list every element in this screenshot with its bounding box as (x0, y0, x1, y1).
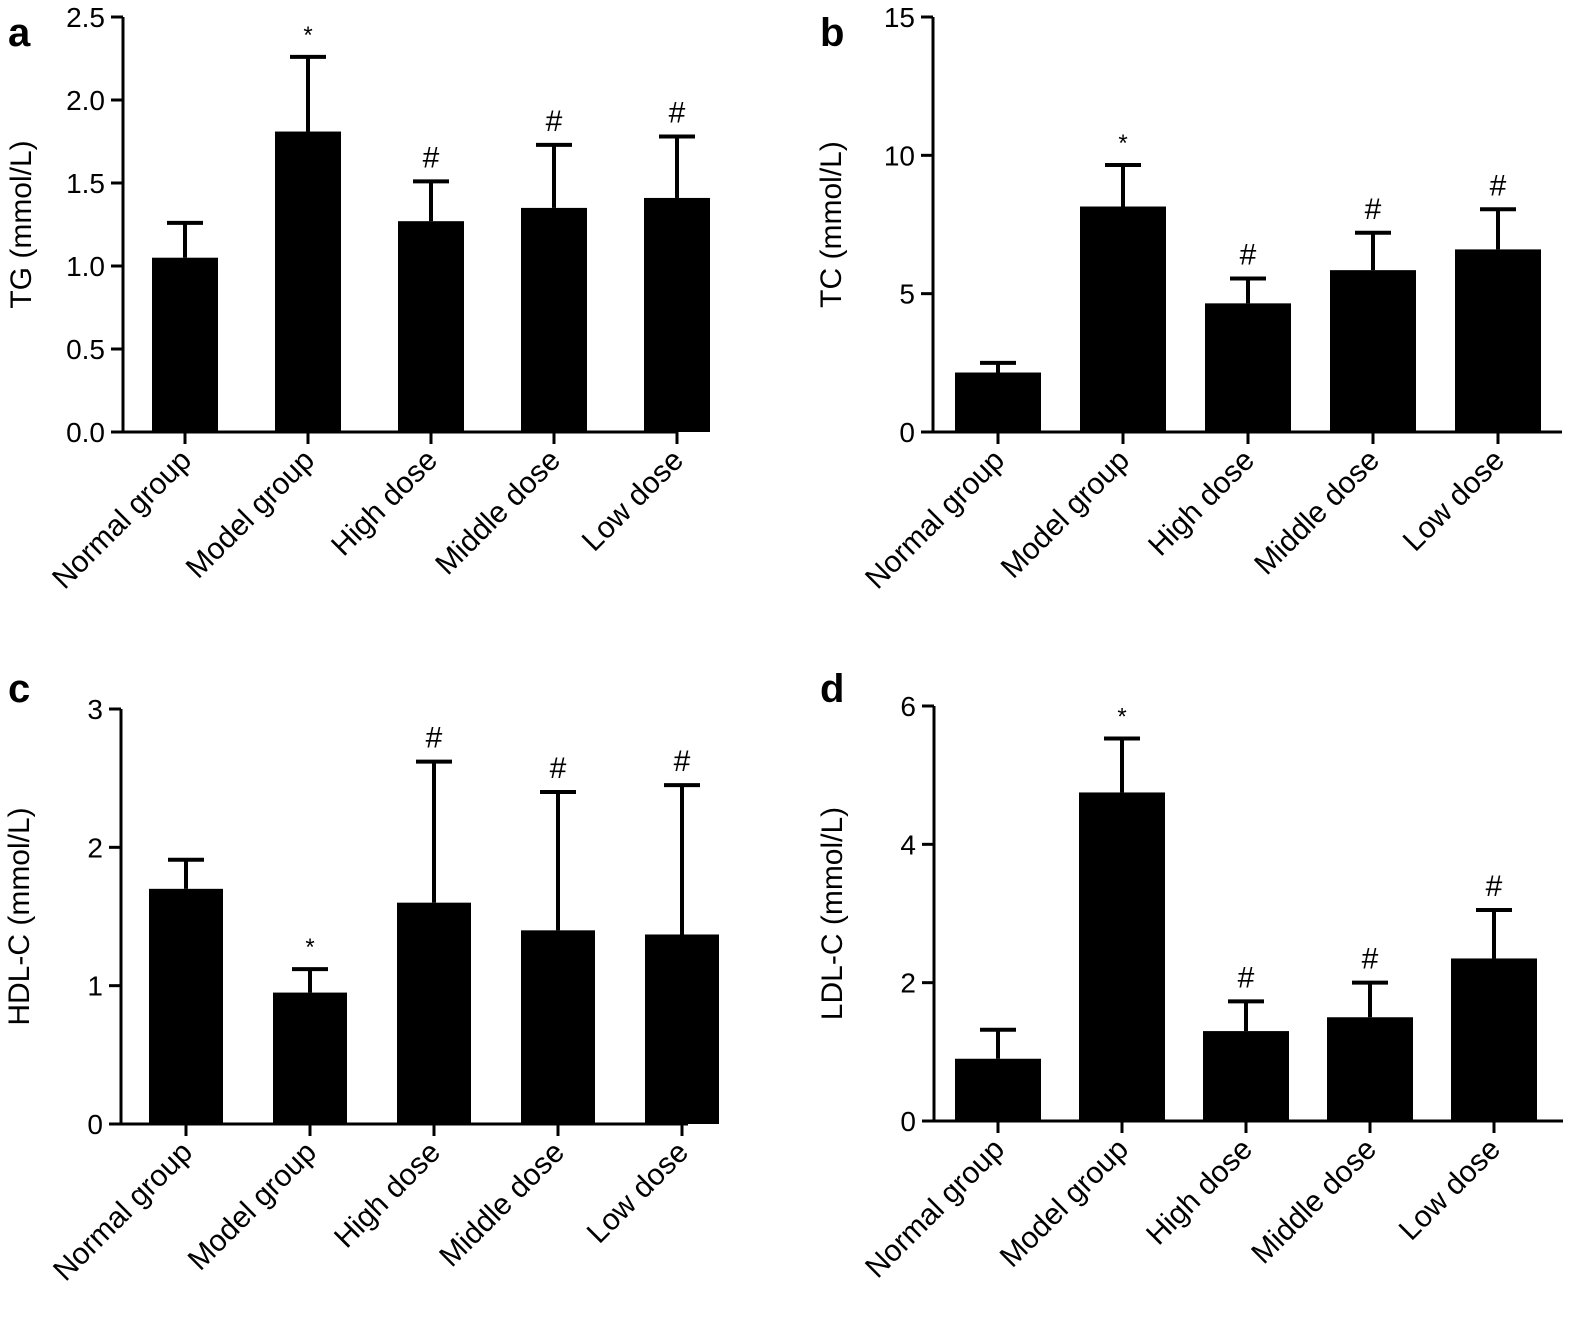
panel-d-x-tick-label: Normal group (859, 1133, 1011, 1285)
panel-d-y-tick-label: 6 (900, 691, 916, 722)
panel-b-y-tick-label: 10 (884, 140, 915, 171)
panel-a-bar (521, 207, 587, 432)
panel-c-y-tick-label: 3 (87, 694, 103, 725)
panel-a-y-tick-label: 1.0 (66, 251, 105, 282)
panel-a-letter: a (8, 11, 31, 55)
panel-b-x-tick-label: Normal group (859, 444, 1011, 596)
panel-b-bar (1080, 206, 1166, 432)
panel-d-x-tick-label: Model group (994, 1133, 1135, 1274)
panel-a-significance-marker: # (546, 105, 563, 138)
panel-a-significance-marker: # (423, 141, 440, 174)
panel-b-bar (1205, 303, 1291, 432)
panel-c-x-tick-label: Middle dose (433, 1136, 571, 1274)
panel-a-bar (275, 131, 341, 433)
panel-c-x-tick-label: High dose (328, 1136, 447, 1255)
panel-b-y-tick-label: 0 (899, 417, 915, 448)
panel-d-bar (1203, 1031, 1289, 1121)
panel-d-significance-marker: # (1362, 943, 1379, 976)
panel-d-significance-marker: # (1486, 870, 1503, 903)
panel-a-x-tick-label: High dose (325, 444, 444, 563)
panel-b-x-tick-label: Middle dose (1248, 444, 1386, 582)
panel-c-bar (149, 888, 223, 1124)
panel-c-letter: c (8, 667, 30, 711)
panel-a-y-tick-label: 1.5 (66, 168, 105, 199)
panel-a-y-tick-label: 0.0 (66, 417, 105, 448)
panel-d-y-axis-title: LDL-C (mmol/L) (816, 807, 849, 1020)
panel-c-y-axis-title: HDL-C (mmol/L) (3, 807, 36, 1025)
panel-d-significance-marker: # (1238, 961, 1255, 994)
panel-d-y-tick-label: 0 (900, 1106, 916, 1137)
panel-b-letter: b (820, 11, 844, 55)
panel-b-y-tick-label: 15 (884, 2, 915, 33)
panel-a-y-axis-title: TG (mmol/L) (5, 140, 38, 308)
panel-b-significance-marker: # (1365, 193, 1382, 226)
panel-b-y-axis-title: TC (mmol/L) (815, 141, 848, 308)
panel-a-x-tick-label: Middle dose (429, 444, 567, 582)
panel-c-y-tick-label: 1 (87, 971, 103, 1002)
panel-a-bar (644, 197, 710, 432)
panel-a-significance-marker: # (669, 97, 686, 130)
panel-d-letter: d (820, 667, 844, 711)
panel-a-significance-marker: * (303, 22, 312, 49)
panel-c-bar (273, 992, 347, 1124)
panel-d-y-tick-label: 4 (900, 829, 916, 860)
panel-d-bar (1079, 792, 1165, 1121)
panel-c-x-tick-label: Model group (182, 1136, 323, 1277)
panel-a-x-tick-label: Normal group (46, 444, 198, 596)
panel-b-significance-marker: # (1240, 238, 1257, 271)
panel-c-y-tick-label: 0 (87, 1109, 103, 1140)
panel-c-significance-marker: # (550, 752, 567, 785)
panel-d-bar (1327, 1017, 1413, 1121)
panel-c-bar (397, 902, 471, 1124)
panel-d-bar (955, 1058, 1041, 1121)
panel-b-bar (1330, 270, 1416, 432)
panel-a-y-tick-label: 0.5 (66, 334, 105, 365)
panel-a-x-tick-label: Model group (180, 444, 321, 585)
panel-a-bar (398, 221, 464, 432)
panel-a-bar (152, 257, 218, 432)
panel-c-x-tick-label: Low dose (581, 1136, 695, 1250)
panel-c-significance-marker: * (305, 934, 314, 961)
panel-d-bar (1451, 958, 1537, 1121)
panel-b-significance-marker: # (1490, 169, 1507, 202)
panel-c-bar (521, 930, 595, 1124)
panel-c-bar (645, 934, 719, 1124)
panel-d-x-tick-label: Middle dose (1245, 1133, 1383, 1271)
panel-d-x-tick-label: High dose (1140, 1133, 1259, 1252)
panel-c-significance-marker: # (674, 745, 691, 778)
panel-c-y-tick-label: 2 (87, 832, 103, 863)
panel-d-significance-marker: * (1117, 704, 1126, 731)
panel-a-y-tick-label: 2.0 (66, 85, 105, 116)
panel-d-x-tick-label: Low dose (1393, 1133, 1507, 1247)
panel-d-y-tick-label: 2 (900, 968, 916, 999)
panel-b-x-tick-label: Low dose (1397, 444, 1511, 558)
panel-b-y-tick-label: 5 (899, 279, 915, 310)
panel-b-bar (955, 372, 1041, 432)
panel-b-x-tick-label: Model group (995, 444, 1136, 585)
panel-b-x-tick-label: High dose (1142, 444, 1261, 563)
panel-a-y-tick-label: 2.5 (66, 2, 105, 33)
panel-b-bar (1455, 249, 1541, 432)
panel-c-x-tick-label: Normal group (47, 1136, 199, 1288)
panel-a-x-tick-label: Low dose (576, 444, 690, 558)
panel-b-significance-marker: * (1118, 130, 1127, 157)
panel-c-significance-marker: # (426, 722, 443, 755)
